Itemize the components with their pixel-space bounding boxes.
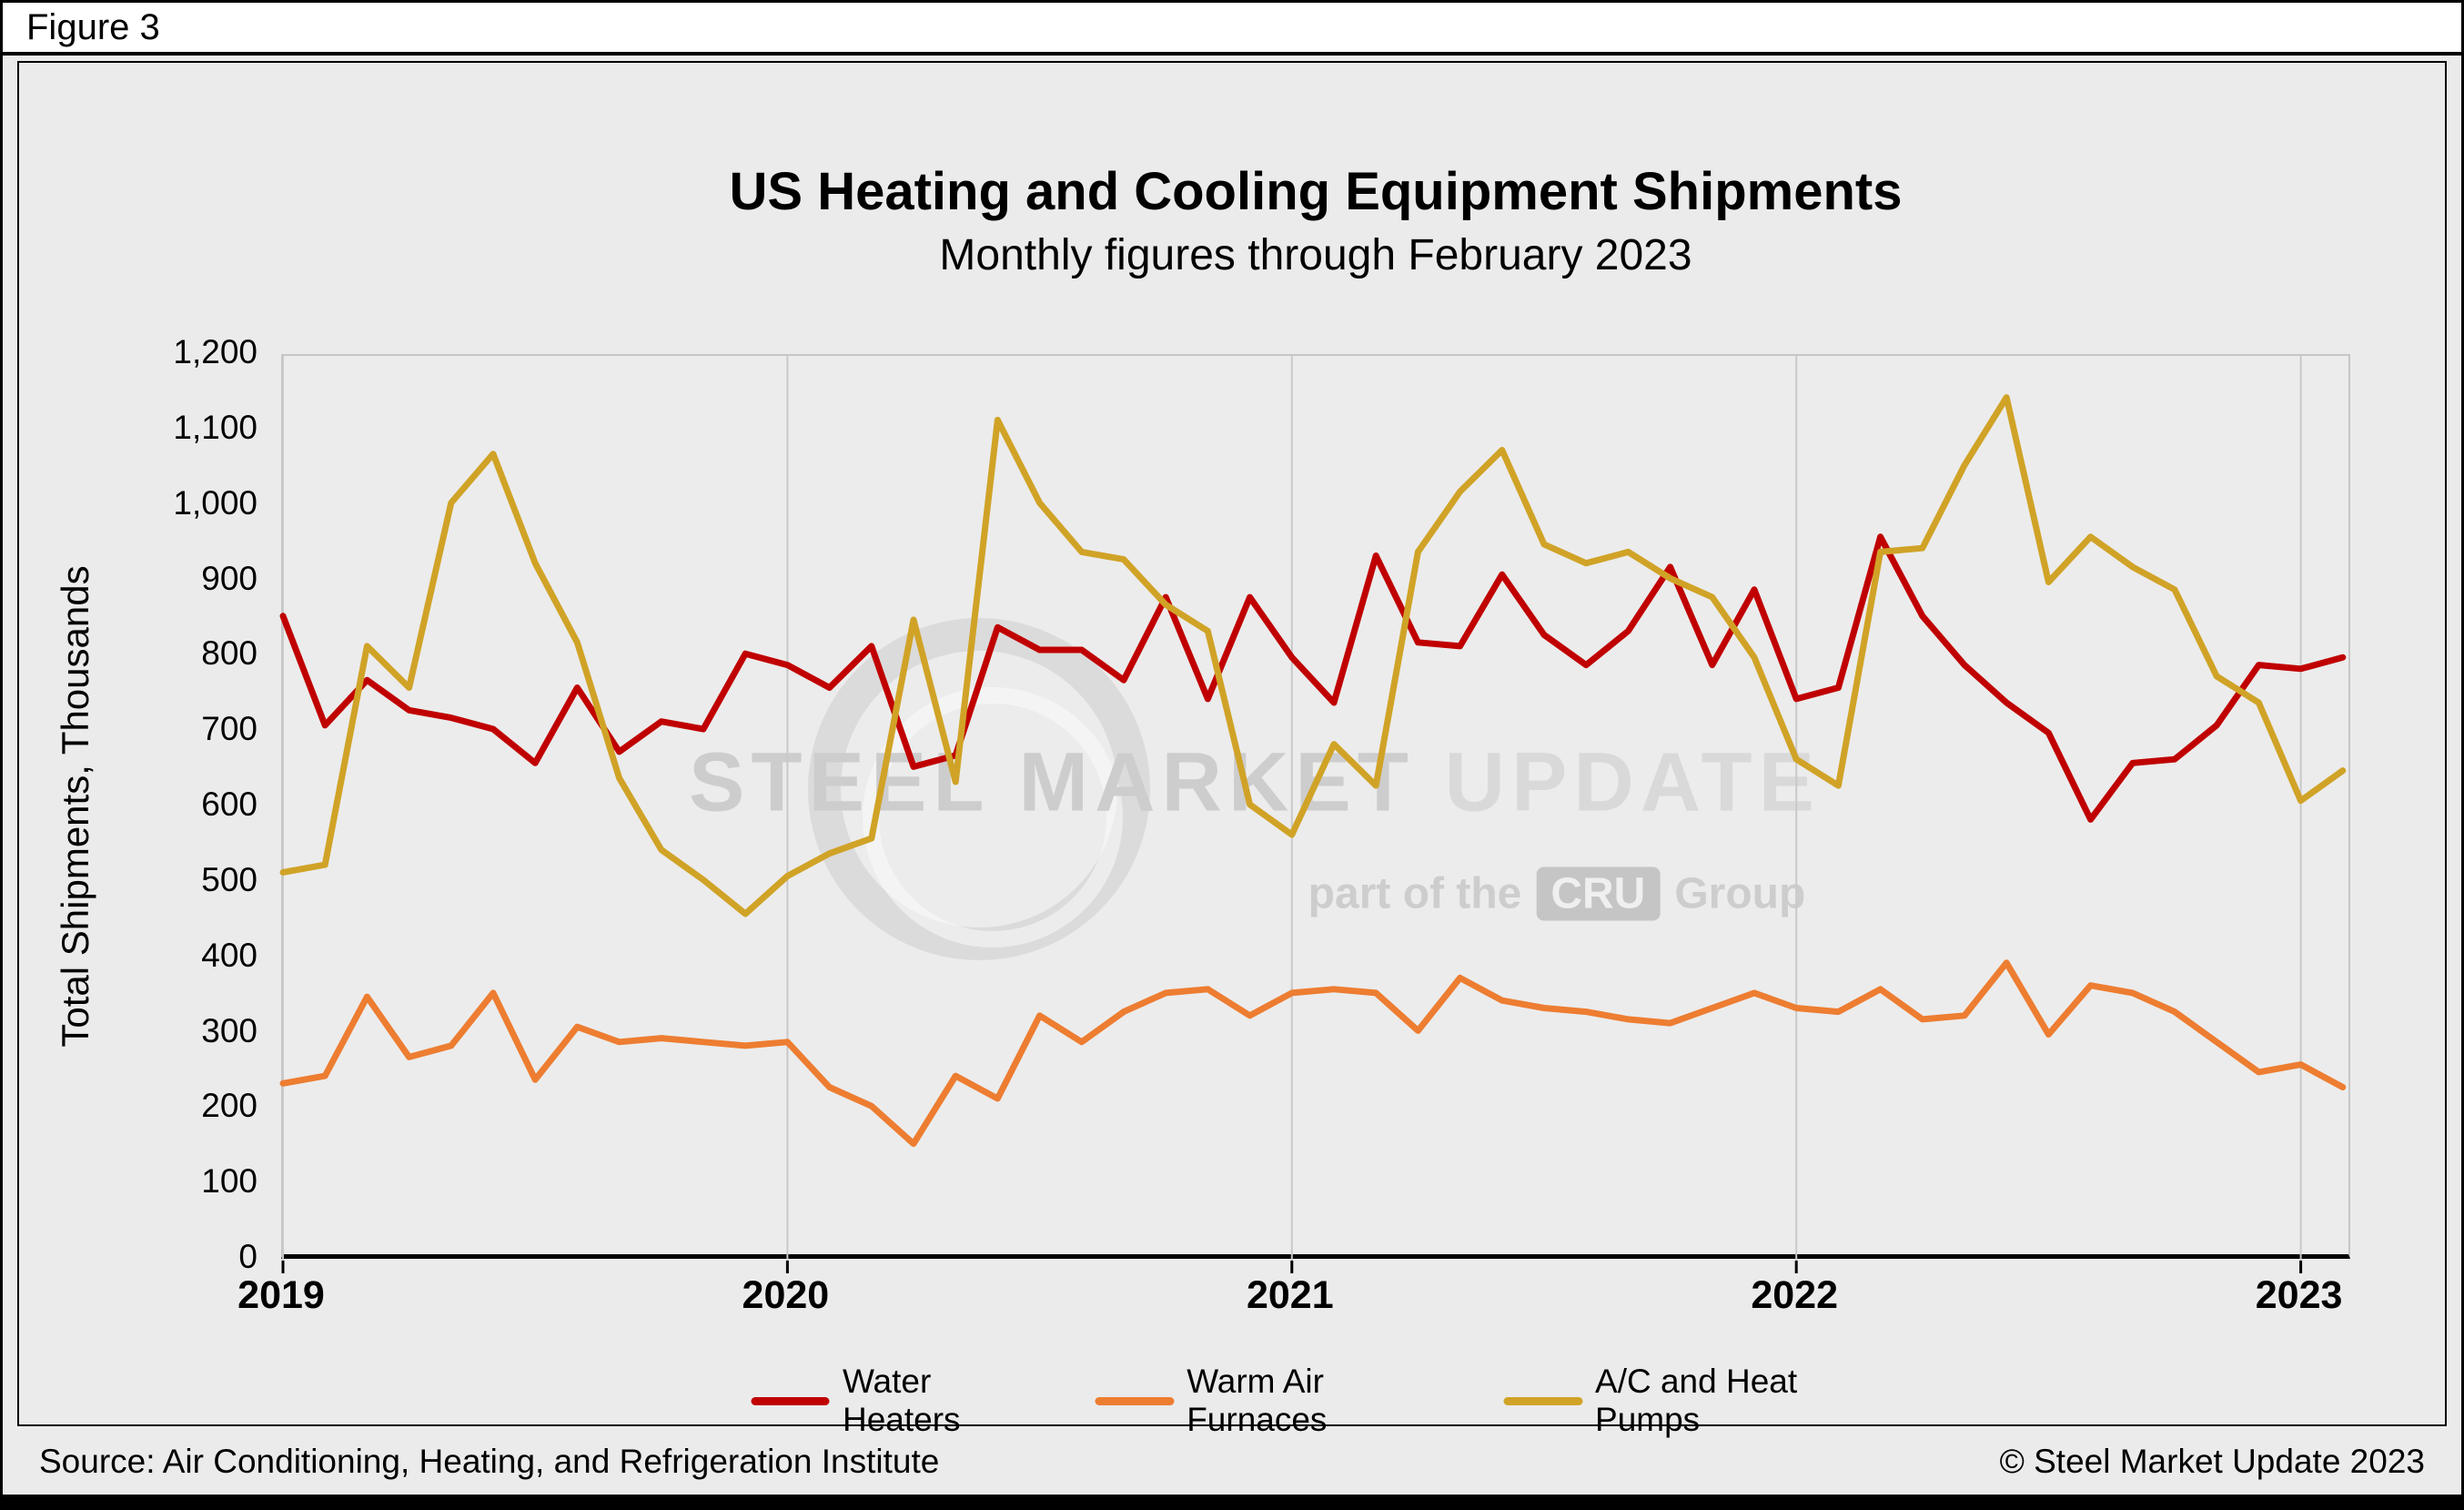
y-tick-label: 300	[201, 1011, 258, 1049]
legend-label: A/C and Heat Pumps	[1595, 1363, 1798, 1438]
x-tick-label: 2020	[742, 1273, 830, 1317]
source-note: Source: Air Conditioning, Heating, and R…	[39, 1443, 940, 1480]
legend-label: Water Heaters	[842, 1363, 961, 1438]
x-tick-label: 2019	[237, 1273, 325, 1317]
y-tick-label: 600	[201, 785, 258, 823]
bottom-edge-bar	[3, 1495, 2461, 1507]
plot-area: STEEL MARKET UPDATE part of the CRU Grou…	[279, 354, 2350, 1273]
y-tick-label: 500	[201, 860, 258, 898]
legend-item-a-c-and-heat-pumps: A/C and Heat Pumps	[1503, 1363, 1880, 1439]
y-tick-label: 1,200	[173, 333, 258, 370]
y-tick-label: 0	[238, 1238, 258, 1275]
y-tick-label: 100	[201, 1162, 258, 1201]
legend-swatch-a-c-and-heat-pumps	[1503, 1396, 1583, 1405]
x-tick-label: 2023	[2255, 1273, 2343, 1317]
legend-swatch-water-heaters	[751, 1396, 830, 1405]
y-tick-label: 200	[201, 1087, 258, 1125]
y-tick-label: 900	[201, 559, 258, 597]
footer: Source: Air Conditioning, Heating, and R…	[17, 1434, 2447, 1490]
legend-item-water-heaters: Water Heaters	[751, 1363, 1037, 1439]
figure-label: Figure 3	[26, 6, 160, 47]
chart-panel: US Heating and Cooling Equipment Shipmen…	[17, 61, 2447, 1438]
copyright-note: © Steel Market Update 2023	[1999, 1443, 2425, 1480]
y-tick-label: 1,000	[173, 483, 258, 522]
chart-legend: Water Heaters Warm Air Furnaces A/C and He…	[751, 1363, 1881, 1439]
a-c-and-heat-pumps-line	[279, 394, 2347, 917]
x-tick-label: 2021	[1246, 1273, 1334, 1317]
y-tick-label: 700	[201, 710, 258, 748]
y-tick-label: 800	[201, 634, 258, 673]
chart-title: US Heating and Cooling Equipment Shipmen…	[729, 162, 1903, 221]
x-tick-label: 2022	[1751, 1273, 1839, 1317]
water-heaters-line	[279, 533, 2347, 823]
warm-air-furnaces-line	[279, 959, 2347, 1148]
chart-area-background: US Heating and Cooling Equipment Shipmen…	[3, 56, 2461, 1495]
legend-item-warm-air-furnaces: Warm Air Furnaces	[1095, 1363, 1446, 1439]
legend-label: Warm Air Furnaces	[1187, 1363, 1328, 1438]
legend-swatch-warm-air-furnaces	[1095, 1396, 1175, 1405]
chart-canvas	[279, 356, 2347, 1273]
y-tick-label: 400	[201, 936, 258, 974]
figure-label-bar: Figure 3	[3, 3, 2461, 56]
y-tick-label: 1,100	[173, 408, 258, 446]
chart-subtitle: Monthly figures through February 2023	[939, 231, 1692, 279]
